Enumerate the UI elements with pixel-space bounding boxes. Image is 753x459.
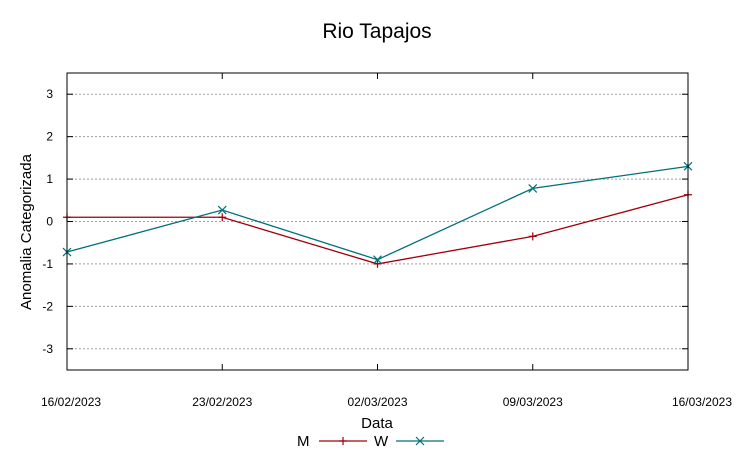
- y-tick-label: -1: [42, 257, 53, 271]
- y-tick-label: -2: [42, 299, 53, 313]
- data-point: [528, 232, 537, 241]
- y-tick-label: 0: [46, 215, 53, 229]
- x-tick-label: 02/03/2023: [347, 395, 407, 409]
- x-tick-label: 16/02/2023: [41, 395, 101, 409]
- x-tick-label: 09/03/2023: [503, 395, 563, 409]
- series-line: [66, 165, 689, 261]
- chart-title: Rio Tapajos: [322, 20, 431, 43]
- y-tick-label: 3: [46, 87, 53, 101]
- x-tick-label: 16/03/2023: [672, 395, 732, 409]
- grid: [67, 93, 688, 350]
- legend-label: W: [374, 433, 389, 450]
- x-axis-label: Data: [361, 415, 393, 432]
- series-M: [63, 190, 692, 268]
- y-tick-label: 2: [46, 130, 53, 144]
- x-ticks: 16/02/2023 23/02/2023 02/03/2023 09/03/2023…: [41, 73, 732, 409]
- data-point: [528, 183, 538, 193]
- legend-label: M: [297, 433, 310, 450]
- y-ticks: -3 -2 -1 0 1 2 3: [42, 87, 688, 356]
- series-layer: [62, 161, 693, 268]
- data-point: [373, 259, 382, 268]
- series-line: [67, 194, 689, 265]
- data-point: [373, 255, 382, 265]
- legend-swatch-marker: [339, 437, 347, 445]
- x-tick-label: 23/02/2023: [192, 395, 252, 409]
- legend-swatch-marker: [415, 436, 425, 446]
- series-W: [62, 161, 693, 265]
- data-point: [218, 213, 227, 222]
- data-point: [217, 205, 227, 215]
- y-axis-label: Anomalia Categorizada: [18, 153, 35, 310]
- y-tick-label: -3: [42, 342, 53, 356]
- legend-item: W: [374, 433, 444, 450]
- legend-item: M: [297, 433, 367, 450]
- y-tick-label: 1: [46, 172, 53, 186]
